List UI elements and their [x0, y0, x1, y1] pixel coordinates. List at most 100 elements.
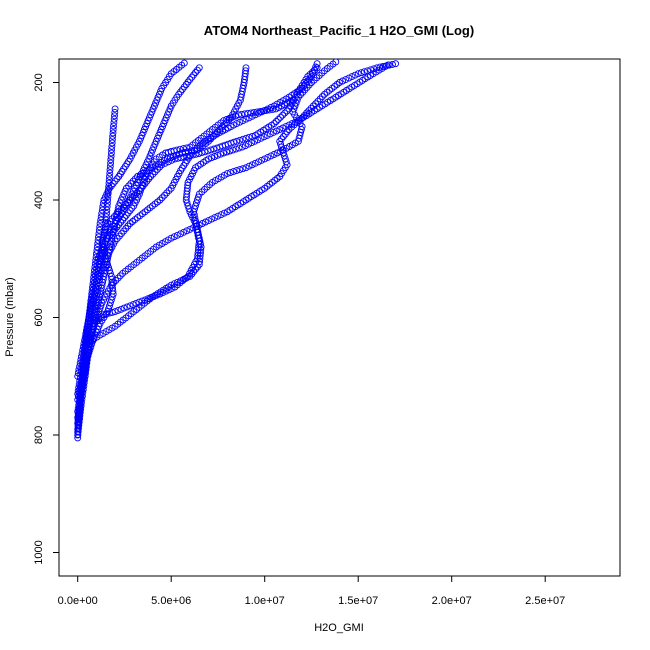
data-point — [86, 305, 94, 313]
data-point — [124, 209, 132, 217]
data-point — [190, 208, 198, 216]
data-point — [79, 355, 87, 363]
data-point — [179, 145, 187, 153]
data-point — [74, 404, 82, 412]
data-point — [360, 68, 368, 76]
data-point — [339, 77, 347, 85]
y-axis: 200 400 600 800 1000 — [33, 73, 59, 565]
data-point — [106, 173, 113, 180]
data-point — [101, 226, 109, 234]
data-point — [129, 177, 137, 185]
data-point — [81, 345, 89, 353]
data-point — [109, 228, 117, 236]
x-tick-label: 2.0e+07 — [432, 595, 472, 607]
data-point — [312, 100, 320, 108]
data-point — [105, 183, 113, 191]
data-point — [88, 292, 96, 300]
y-tick-label: 400 — [33, 191, 45, 209]
data-point — [238, 143, 246, 151]
data-point — [281, 155, 289, 163]
data-point — [348, 73, 356, 81]
data-point — [105, 179, 113, 187]
data-point — [126, 196, 134, 204]
data-points — [74, 58, 400, 442]
data-point — [117, 205, 125, 213]
data-point — [318, 93, 326, 101]
data-point — [93, 262, 101, 269]
data-point — [277, 140, 285, 148]
data-point — [107, 149, 115, 157]
data-point — [91, 278, 98, 286]
data-point — [202, 218, 209, 226]
data-point — [138, 181, 146, 189]
data-point — [121, 214, 128, 222]
data-point — [210, 145, 218, 153]
data-point — [313, 64, 321, 72]
data-point — [105, 176, 113, 184]
data-point — [85, 315, 93, 323]
data-point — [168, 156, 176, 164]
data-point — [87, 302, 95, 310]
data-point — [113, 175, 121, 183]
data-point — [229, 146, 237, 154]
data-point — [84, 319, 92, 326]
data-point — [122, 184, 130, 192]
data-point — [96, 223, 104, 231]
data-point — [183, 274, 191, 282]
data-point — [106, 169, 114, 177]
data-point — [104, 189, 112, 197]
data-point — [101, 228, 109, 236]
data-point — [392, 60, 400, 68]
data-point — [82, 332, 90, 340]
data-point — [313, 60, 321, 68]
x-tick-label: 0.0e+00 — [58, 595, 98, 607]
data-point — [76, 374, 84, 382]
data-point — [107, 156, 115, 164]
data-point — [106, 267, 113, 274]
data-point — [106, 299, 114, 307]
data-point — [230, 138, 238, 146]
data-point — [74, 387, 82, 395]
data-point — [232, 112, 239, 120]
data-point — [92, 268, 100, 276]
data-point — [110, 115, 118, 123]
data-point — [223, 170, 231, 178]
data-point — [106, 302, 113, 310]
data-point — [103, 222, 111, 230]
data-point — [278, 135, 285, 143]
data-point — [277, 113, 284, 121]
data-point — [314, 97, 322, 105]
data-point — [77, 367, 85, 375]
data-point — [120, 304, 128, 312]
data-point — [281, 109, 289, 117]
data-point — [108, 139, 116, 147]
data-point — [173, 231, 181, 239]
data-point — [229, 113, 236, 121]
data-point — [96, 305, 104, 313]
data-point — [245, 133, 253, 141]
data-point — [311, 66, 319, 74]
data-point — [236, 166, 244, 174]
data-point — [304, 73, 312, 81]
data-point — [89, 288, 97, 296]
data-point — [80, 348, 88, 356]
data-point — [108, 136, 116, 144]
data-point — [74, 390, 82, 398]
data-point — [220, 117, 228, 125]
data-point — [86, 309, 94, 316]
data-point — [239, 135, 247, 143]
data-point — [214, 151, 222, 159]
data-point — [193, 196, 201, 204]
data-point — [75, 384, 83, 391]
data-point — [211, 153, 219, 160]
data-point — [155, 90, 163, 98]
data-point — [188, 270, 196, 278]
data-point — [156, 163, 164, 171]
data-point — [151, 168, 159, 176]
data-point — [88, 295, 96, 303]
data-point — [370, 65, 378, 73]
data-point — [312, 63, 320, 71]
data-point — [93, 314, 101, 321]
data-point — [106, 162, 114, 170]
data-point — [173, 146, 181, 154]
